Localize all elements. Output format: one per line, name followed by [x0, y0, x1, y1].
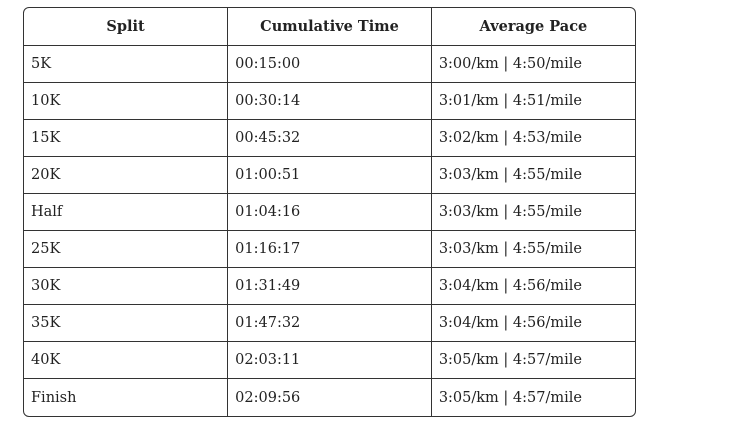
table-cell: Half [24, 192, 229, 231]
table-row: Finish 02:09:56 3:05/km | 4:57/mile [24, 378, 635, 416]
table-row: 5K 00:15:00 3:00/km | 4:50/mile [24, 44, 635, 83]
table-row: 25K 01:16:17 3:03/km | 4:55/mile [24, 229, 635, 269]
table-row: 15K 00:45:32 3:02/km | 4:53/mile [24, 118, 635, 157]
header-row: Split Cumulative Time Average Pace [24, 8, 635, 46]
table-cell: 30K [24, 267, 229, 306]
table-cell: 3:00/km | 4:50/mile [430, 44, 635, 83]
table-frame: Split Cumulative Time Average Pace 5K 00:15:… [23, 7, 636, 417]
table-cell: 10K [24, 81, 229, 120]
table-row: Half 01:04:16 3:03/km | 4:55/mile [24, 192, 635, 231]
table-cell: 02:09:56 [227, 378, 432, 416]
table-cell: 3:04/km | 4:56/mile [430, 267, 635, 306]
table-cell: 3:03/km | 4:55/mile [430, 229, 635, 269]
table-cell: 01:04:16 [227, 192, 432, 231]
table-row: 35K 01:47:32 3:04/km | 4:56/mile [24, 304, 635, 343]
table-row: 10K 00:30:14 3:01/km | 4:51/mile [24, 81, 635, 120]
table-cell: 3:02/km | 4:53/mile [430, 118, 635, 157]
table-row: 30K 01:31:49 3:04/km | 4:56/mile [24, 267, 635, 306]
table-cell: 3:04/km | 4:56/mile [430, 304, 635, 343]
table-cell: 3:05/km | 4:57/mile [430, 341, 635, 380]
splits-table: Split Cumulative Time Average Pace 5K 00:15:… [24, 8, 635, 416]
header-cell: Split [24, 8, 229, 46]
table-cell: 25K [24, 229, 229, 269]
table-cell: 5K [24, 44, 229, 83]
table-cell: 35K [24, 304, 229, 343]
table-cell: 01:47:32 [227, 304, 432, 343]
header-cell: Cumulative Time [227, 8, 432, 46]
table-row: 40K 02:03:11 3:05/km | 4:57/mile [24, 341, 635, 380]
table-cell: 15K [24, 118, 229, 157]
table-cell: 00:45:32 [227, 118, 432, 157]
table-row: 20K 01:00:51 3:03/km | 4:55/mile [24, 155, 635, 194]
table-cell: 01:31:49 [227, 267, 432, 306]
table-cell: 02:03:11 [227, 341, 432, 380]
header-cell: Average Pace [430, 8, 635, 46]
table-cell: 3:01/km | 4:51/mile [430, 81, 635, 120]
table-cell: 00:15:00 [227, 44, 432, 83]
table-cell: 3:03/km | 4:55/mile [430, 192, 635, 231]
table-cell: 3:05/km | 4:57/mile [430, 378, 635, 416]
table-cell: 01:16:17 [227, 229, 432, 269]
table-cell: 20K [24, 155, 229, 194]
table-cell: 3:03/km | 4:55/mile [430, 155, 635, 194]
table-cell: 00:30:14 [227, 81, 432, 120]
table-cell: Finish [24, 378, 229, 416]
table-cell: 40K [24, 341, 229, 380]
table-cell: 01:00:51 [227, 155, 432, 194]
